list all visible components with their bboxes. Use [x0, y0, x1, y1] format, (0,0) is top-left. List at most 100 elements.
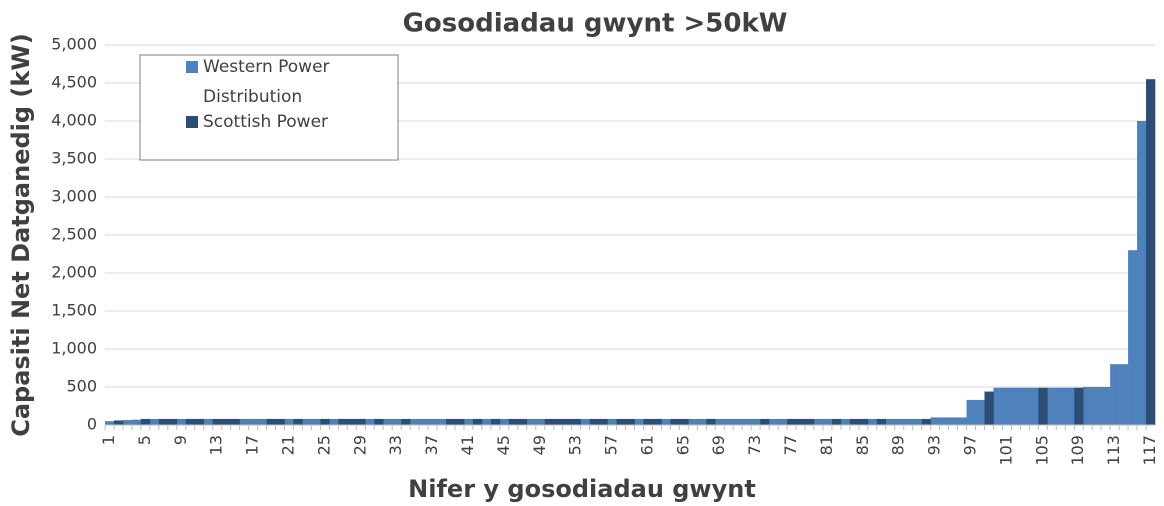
x-tick-label: 101: [996, 435, 1015, 466]
bar: [221, 418, 231, 425]
bar: [634, 418, 644, 425]
x-tick-label: 5: [135, 435, 154, 445]
y-tick-label: 0: [87, 415, 97, 434]
bar: [185, 418, 196, 425]
bar: [275, 418, 285, 425]
bar: [984, 391, 994, 425]
bar: [140, 418, 151, 425]
x-tick-label: 85: [853, 435, 872, 455]
bar: [446, 418, 456, 425]
bar: [975, 399, 985, 425]
y-tick-label: 3,500: [51, 149, 97, 168]
x-tick-label: 45: [494, 435, 513, 455]
bar: [697, 418, 707, 425]
bar: [212, 418, 222, 425]
x-tick-label: 77: [781, 435, 800, 455]
bar: [284, 418, 294, 425]
bar: [930, 417, 940, 425]
bar: [1065, 387, 1075, 425]
bar: [894, 418, 905, 425]
bar: [1038, 387, 1048, 425]
bar: [796, 418, 806, 425]
bar: [822, 418, 833, 425]
bar: [194, 418, 205, 425]
x-tick-label: 1: [99, 435, 118, 445]
bar: [508, 418, 519, 425]
bar: [805, 418, 815, 425]
bar: [526, 418, 537, 425]
bar: [867, 418, 878, 425]
x-tick-label: 17: [243, 435, 262, 455]
bar: [257, 418, 267, 425]
bar: [374, 418, 384, 425]
bar: [329, 418, 339, 425]
bar: [347, 418, 357, 425]
bar: [553, 418, 563, 425]
bar: [562, 418, 572, 425]
bar: [1002, 387, 1012, 425]
y-tick-label: 4,500: [51, 73, 97, 92]
legend-line: Distribution: [203, 87, 302, 107]
bar: [831, 418, 842, 425]
bar: [840, 418, 851, 425]
bar: [652, 418, 662, 425]
bar: [643, 418, 653, 425]
bar: [1029, 387, 1039, 425]
bar: [176, 418, 187, 425]
bar: [499, 418, 510, 425]
bar: [679, 418, 689, 425]
bar: [338, 418, 348, 425]
y-tick-label: 4,000: [51, 111, 97, 130]
x-tick-label: 81: [817, 435, 836, 455]
x-tick-label: 25: [314, 435, 333, 455]
x-tick-label: 117: [1140, 435, 1159, 466]
x-tick-label: 57: [602, 435, 621, 455]
bar: [760, 418, 770, 425]
legend-label: Scottish Power: [203, 112, 328, 132]
bar: [113, 420, 124, 425]
bar: [1047, 387, 1057, 425]
bar: [472, 418, 483, 425]
bar: [131, 419, 142, 425]
bar: [921, 418, 931, 425]
bar: [625, 418, 635, 425]
bar: [858, 418, 869, 425]
x-tick-label: 13: [207, 435, 226, 455]
bar: [356, 418, 366, 425]
bar: [1110, 364, 1120, 425]
bar: [463, 418, 474, 425]
bar: [158, 418, 169, 425]
bar: [778, 418, 788, 425]
x-tick-label: 113: [1104, 435, 1123, 466]
bar: [428, 418, 438, 425]
bar: [1119, 364, 1129, 425]
bar: [302, 418, 312, 425]
bar: [517, 418, 528, 425]
bar: [912, 418, 922, 425]
bar: [1056, 387, 1066, 425]
bar: [751, 418, 761, 425]
bar: [903, 418, 913, 425]
bar: [230, 418, 240, 425]
x-axis-label: Nifer y gosodiadau gwynt: [408, 475, 756, 503]
bar: [293, 418, 303, 425]
x-tick-label: 89: [889, 435, 908, 455]
bar: [266, 418, 276, 425]
x-tick-label: 73: [745, 435, 764, 455]
bar: [392, 418, 402, 425]
x-tick-label: 21: [278, 435, 297, 455]
y-tick-label: 1,500: [51, 301, 97, 320]
x-tick-label: 97: [961, 435, 980, 455]
bar: [1137, 121, 1147, 425]
bar: [544, 418, 555, 425]
x-tick-label: 29: [350, 435, 369, 455]
bar: [580, 418, 590, 425]
bar: [1083, 387, 1093, 425]
bar: [670, 418, 680, 425]
bar: [813, 418, 824, 425]
y-tick-label: 5,000: [51, 35, 97, 54]
bar: [661, 418, 671, 425]
bar: [1092, 387, 1102, 425]
bar: [320, 418, 330, 425]
bar: [993, 387, 1003, 425]
